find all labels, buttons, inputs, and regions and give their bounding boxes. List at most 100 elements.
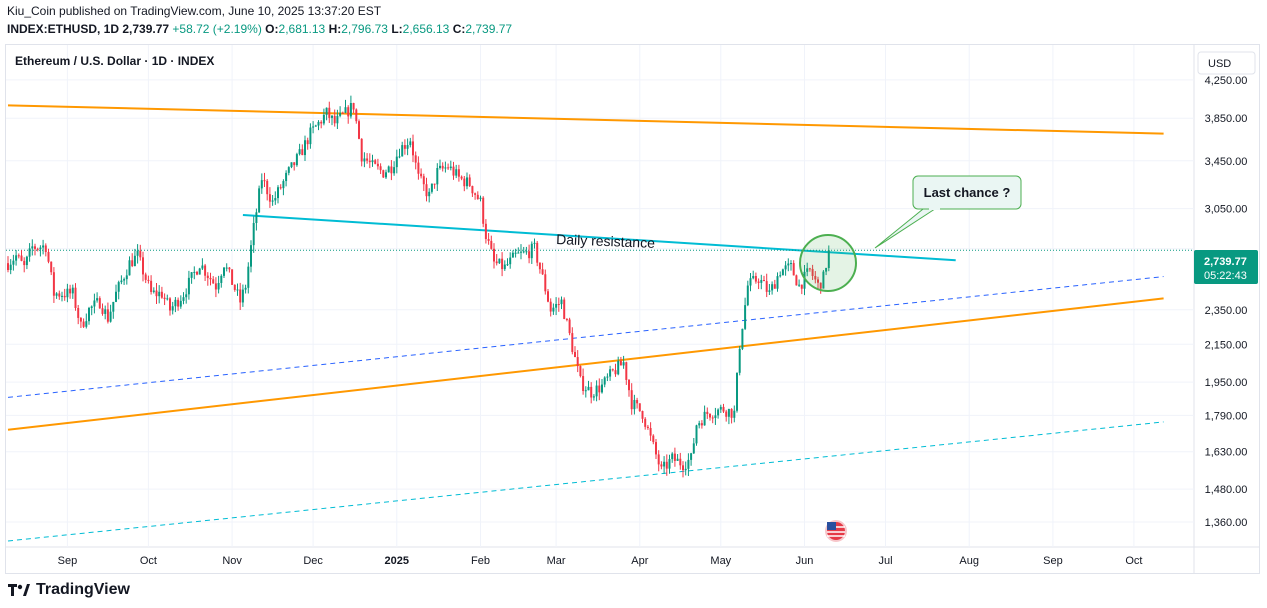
candle xyxy=(771,281,774,295)
candle xyxy=(547,289,549,303)
candle xyxy=(709,413,711,421)
candles xyxy=(7,95,830,478)
candle xyxy=(336,109,339,129)
time-axis[interactable]: Sep Oct Nov Dec 2025 Feb Mar Apr May Jun Jul Aug Sep… xyxy=(58,555,1143,567)
candle xyxy=(790,260,792,271)
candle xyxy=(468,174,471,188)
footer-logo[interactable]: TradingView xyxy=(8,580,130,600)
candle xyxy=(471,185,474,197)
candle xyxy=(439,159,441,170)
price-axis[interactable]: 4,250.00 3,850.00 3,450.00 3,050.00 2,350.00… xyxy=(1205,75,1248,529)
candle xyxy=(349,95,352,119)
time-tick: Dec xyxy=(303,555,323,567)
candle xyxy=(682,461,684,478)
candle xyxy=(23,257,26,273)
candle xyxy=(576,350,579,373)
candle xyxy=(406,138,409,156)
candle xyxy=(241,284,244,307)
callout-box xyxy=(912,175,1022,210)
candle xyxy=(687,453,690,477)
candle xyxy=(781,268,784,276)
candle xyxy=(587,380,590,391)
currency-button[interactable]: USD xyxy=(1197,51,1256,75)
candle xyxy=(125,269,128,285)
blue-dashed-line[interactable] xyxy=(7,276,1164,398)
symbol[interactable]: INDEX:ETHUSD, 1D xyxy=(7,22,120,36)
candle xyxy=(433,183,436,189)
lower-channel-line[interactable] xyxy=(7,297,1164,431)
candle xyxy=(301,144,304,156)
candle xyxy=(171,301,174,315)
last-price-label: 2,739.77 05:22:43 xyxy=(1194,250,1258,284)
daily-resistance-line[interactable] xyxy=(242,214,956,262)
candle xyxy=(233,284,236,292)
candle xyxy=(571,327,574,355)
candle xyxy=(609,365,612,381)
price-tick: 1,630.00 xyxy=(1205,447,1248,459)
candle xyxy=(63,288,66,301)
candle xyxy=(555,297,558,316)
candle xyxy=(490,235,493,250)
candle xyxy=(479,195,482,202)
candle xyxy=(441,162,444,172)
candle xyxy=(79,317,82,328)
price-tick: 4,250.00 xyxy=(1205,75,1248,87)
chart-title: Ethereum / U.S. Dollar · 1D · INDEX xyxy=(15,54,214,68)
candle xyxy=(773,279,776,289)
event-flag-icon[interactable] xyxy=(823,518,849,544)
candle xyxy=(679,452,682,470)
candle xyxy=(744,297,747,331)
candle xyxy=(304,135,306,161)
currency-label: USD xyxy=(1208,58,1231,70)
candle xyxy=(455,164,458,179)
last-price: 2,739.77 xyxy=(122,22,170,36)
candle xyxy=(506,258,509,266)
candle xyxy=(66,283,69,303)
candle xyxy=(25,255,28,270)
chart-frame[interactable]: Ethereum / U.S. Dollar · 1D · INDEX Dail… xyxy=(5,44,1260,574)
candle xyxy=(52,267,55,303)
candle xyxy=(17,253,20,259)
candle xyxy=(247,262,250,294)
candle xyxy=(601,378,603,394)
candle xyxy=(825,267,828,276)
candle xyxy=(320,120,323,129)
candle xyxy=(322,108,325,126)
candle xyxy=(34,243,36,256)
callout-text: Last chance ? xyxy=(924,185,1011,200)
time-tick: Apr xyxy=(631,555,648,567)
candle xyxy=(69,284,72,299)
candle xyxy=(520,244,522,260)
candle xyxy=(698,420,701,429)
candle xyxy=(382,169,385,179)
low-label: L: xyxy=(391,22,403,36)
candle xyxy=(625,361,628,385)
candle xyxy=(800,284,803,295)
candle xyxy=(501,252,504,277)
candle xyxy=(160,286,163,299)
candle xyxy=(760,274,763,290)
candle xyxy=(592,394,595,401)
candle xyxy=(277,185,279,204)
price-chart[interactable]: Ethereum / U.S. Dollar · 1D · INDEX Dail… xyxy=(6,45,1259,573)
candle xyxy=(401,141,404,157)
upper-channel-line[interactable] xyxy=(7,104,1164,135)
candle xyxy=(293,162,296,171)
trend-lines[interactable] xyxy=(7,104,1164,542)
candle xyxy=(47,248,50,264)
candle xyxy=(309,123,312,149)
candle xyxy=(282,179,285,196)
candle xyxy=(549,298,552,317)
highlight-circle[interactable] xyxy=(799,234,857,292)
cyan-dashed-line[interactable] xyxy=(7,421,1164,542)
candle xyxy=(112,301,115,319)
callout[interactable]: Last chance ? xyxy=(874,175,1022,249)
candle xyxy=(746,280,749,307)
candle xyxy=(452,161,455,180)
candle xyxy=(123,277,126,285)
candle xyxy=(474,192,477,200)
candle xyxy=(344,99,347,114)
candle xyxy=(331,115,333,126)
candle xyxy=(741,328,744,351)
candle xyxy=(220,274,223,288)
